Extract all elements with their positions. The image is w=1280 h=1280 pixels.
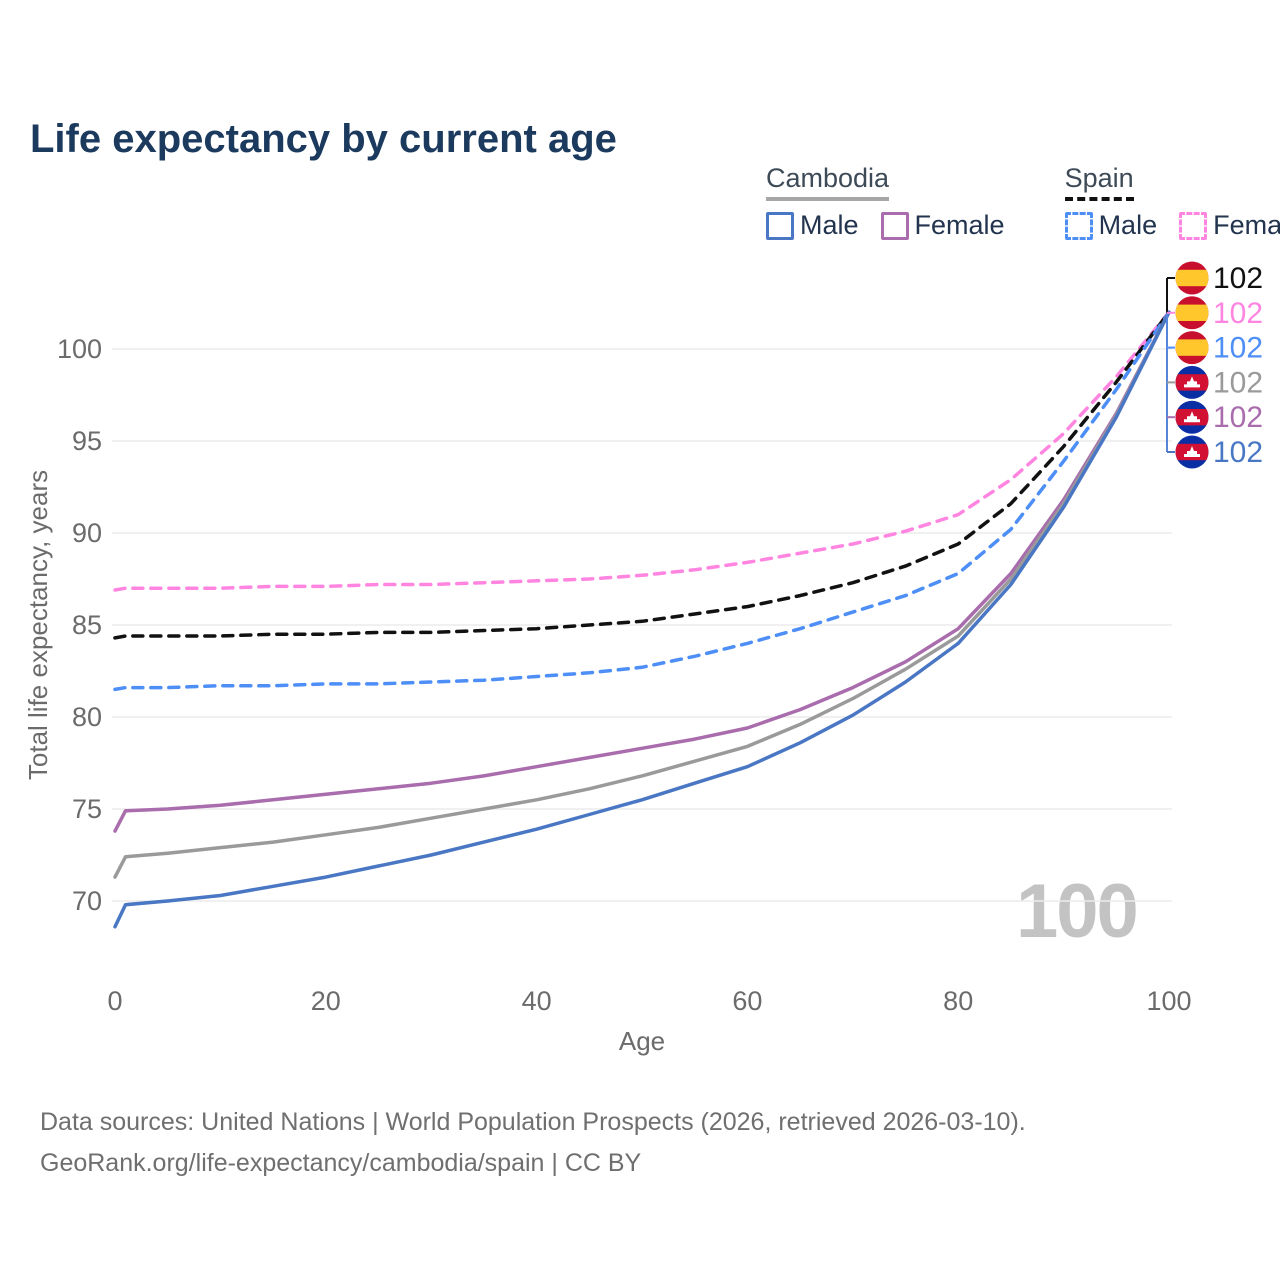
legend-item-cambodia-female[interactable]: Female bbox=[880, 210, 1005, 241]
flag-cambodia-icon bbox=[1175, 400, 1209, 434]
age-counter-watermark: 100 bbox=[1016, 869, 1139, 954]
end-label-spain-male: 102 bbox=[1213, 332, 1263, 365]
legend-items-spain: Male Female bbox=[1064, 210, 1280, 241]
legend-item-label: Female bbox=[1213, 210, 1280, 240]
end-label-spain-female: 102 bbox=[1213, 297, 1263, 330]
y-tick-label-85: 85 bbox=[72, 610, 102, 640]
series-line-cambodia-male bbox=[113, 310, 1171, 929]
legend-group-cambodia: Cambodia Male Female bbox=[766, 163, 1005, 241]
end-label-cambodia-male: 102 bbox=[1213, 436, 1263, 469]
y-tick-label-95: 95 bbox=[72, 426, 102, 456]
y-tick-label-100: 100 bbox=[57, 334, 102, 364]
series-line-cambodia-female bbox=[113, 310, 1171, 833]
y-tick-label-80: 80 bbox=[72, 702, 102, 732]
legend-swatch-spain-male-icon bbox=[1064, 211, 1093, 240]
y-tick-label-70: 70 bbox=[72, 886, 102, 916]
flag-spain-icon bbox=[1175, 261, 1209, 295]
legend-item-label: Female bbox=[914, 210, 1005, 240]
series-line-spain-female bbox=[113, 310, 1171, 592]
legend-title-cambodia[interactable]: Cambodia bbox=[766, 163, 890, 201]
x-axis-title: Age bbox=[619, 1026, 665, 1056]
legend-item-label: Male bbox=[800, 210, 859, 240]
legend-group-spain: Spain Male Female bbox=[1064, 163, 1280, 241]
y-tick-label-75: 75 bbox=[72, 794, 102, 824]
flag-spain-icon bbox=[1175, 296, 1209, 330]
x-tick-label-100: 100 bbox=[1146, 986, 1191, 1016]
legend-title-spain[interactable]: Spain bbox=[1064, 163, 1134, 201]
legend-item-cambodia-male[interactable]: Male bbox=[766, 210, 859, 241]
x-tick-label-60: 60 bbox=[732, 986, 762, 1016]
y-tick-label-90: 90 bbox=[72, 518, 102, 548]
end-label-spain-total: 102 bbox=[1213, 262, 1263, 295]
legend-items-cambodia: Male Female bbox=[766, 210, 1005, 241]
legend: Cambodia Male Female Spain Male Female bbox=[766, 163, 1280, 241]
footer-data-sources: Data sources: United Nations | World Pop… bbox=[40, 1108, 1026, 1136]
page-title: Life expectancy by current age bbox=[30, 116, 617, 161]
y-axis-title: Total life expectancy, years bbox=[23, 470, 53, 780]
legend-item-spain-male[interactable]: Male bbox=[1064, 210, 1158, 241]
series-line-spain-total bbox=[113, 310, 1171, 640]
end-label-cambodia-female: 102 bbox=[1213, 401, 1263, 434]
legend-swatch-spain-female-icon bbox=[1179, 211, 1208, 240]
flag-spain-icon bbox=[1175, 331, 1209, 365]
x-tick-label-80: 80 bbox=[943, 986, 973, 1016]
flag-cambodia-icon bbox=[1175, 435, 1209, 469]
flag-cambodia-icon bbox=[1175, 365, 1209, 399]
x-tick-label-40: 40 bbox=[522, 986, 552, 1016]
legend-swatch-cambodia-female-icon bbox=[880, 211, 909, 240]
footer-attribution: GeoRank.org/life-expectancy/cambodia/spa… bbox=[40, 1149, 642, 1177]
legend-item-label: Male bbox=[1098, 210, 1158, 240]
series-line-spain-male bbox=[113, 310, 1171, 692]
legend-item-spain-female[interactable]: Female bbox=[1179, 210, 1280, 241]
x-tick-label-0: 0 bbox=[107, 986, 122, 1016]
series-line-cambodia-total bbox=[113, 310, 1171, 879]
x-tick-label-20: 20 bbox=[311, 986, 341, 1016]
legend-swatch-cambodia-male-icon bbox=[766, 211, 794, 240]
end-label-cambodia-total: 102 bbox=[1213, 366, 1263, 399]
